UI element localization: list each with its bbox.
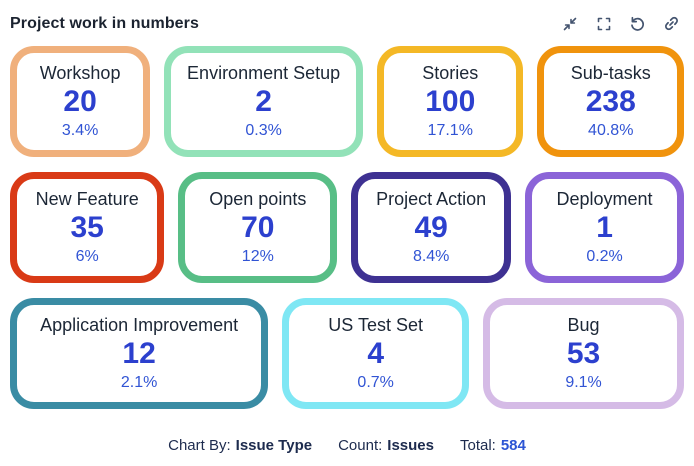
card-label: New Feature bbox=[35, 189, 139, 210]
issue-type-card[interactable]: Open points 70 12% bbox=[178, 172, 338, 283]
gadget-header: Project work in numbers bbox=[0, 0, 694, 44]
header-toolbar bbox=[561, 15, 680, 32]
footer-chart-by: Chart By: Issue Type bbox=[168, 437, 312, 454]
card-label: Workshop bbox=[39, 63, 121, 84]
issue-type-card[interactable]: Stories 100 17.1% bbox=[376, 46, 524, 157]
card-value: 238 bbox=[585, 85, 636, 118]
collapse-icon[interactable] bbox=[561, 15, 578, 32]
total-value: 584 bbox=[500, 437, 526, 454]
card-label: Deployment bbox=[556, 189, 653, 210]
cards-row-3: Application Improvement 12 2.1% US Test … bbox=[10, 298, 685, 409]
card-percent: 0.3% bbox=[245, 121, 282, 139]
fullscreen-icon[interactable] bbox=[595, 15, 612, 32]
card-percent: 0.2% bbox=[586, 247, 623, 265]
cards-grid: Workshop 20 3.4% Environment Setup 2 0.3… bbox=[0, 44, 694, 435]
cards-row-2: New Feature 35 6% Open points 70 12% Pro… bbox=[10, 172, 684, 283]
issue-type-card[interactable]: Workshop 20 3.4% bbox=[10, 46, 151, 157]
card-value: 4 bbox=[367, 337, 384, 370]
card-label: Sub-tasks bbox=[570, 63, 651, 84]
card-value: 1 bbox=[596, 211, 613, 244]
page-title: Project work in numbers bbox=[10, 14, 200, 32]
issue-type-card[interactable]: US Test Set 4 0.7% bbox=[282, 298, 470, 409]
card-value: 70 bbox=[241, 211, 275, 244]
card-percent: 3.4% bbox=[61, 121, 99, 139]
card-label: Bug bbox=[567, 315, 600, 336]
chart-footer: Chart By: Issue Type Count: Issues Total… bbox=[0, 435, 694, 466]
card-label: US Test Set bbox=[328, 315, 424, 336]
footer-total: Total: 584 bbox=[460, 437, 526, 454]
card-percent: 17.1% bbox=[427, 121, 473, 139]
refresh-icon[interactable] bbox=[629, 15, 646, 32]
card-percent: 40.8% bbox=[588, 121, 634, 139]
card-value: 49 bbox=[414, 211, 448, 244]
card-label: Application Improvement bbox=[40, 315, 239, 336]
card-value: 2 bbox=[255, 85, 272, 118]
cards-row-1: Workshop 20 3.4% Environment Setup 2 0.3… bbox=[10, 46, 684, 157]
card-value: 20 bbox=[63, 85, 97, 118]
total-label: Total: bbox=[459, 437, 496, 454]
link-icon[interactable] bbox=[663, 15, 680, 32]
card-percent: 8.4% bbox=[412, 247, 450, 265]
card-label: Environment Setup bbox=[187, 63, 341, 84]
card-value: 35 bbox=[70, 211, 104, 244]
count-value: Issues bbox=[387, 437, 434, 454]
issue-type-card[interactable]: Deployment 1 0.2% bbox=[525, 172, 684, 283]
card-label: Stories bbox=[422, 63, 479, 84]
footer-count: Count: Issues bbox=[338, 437, 434, 454]
card-percent: 0.7% bbox=[357, 373, 394, 391]
issue-type-card[interactable]: Environment Setup 2 0.3% bbox=[164, 46, 363, 157]
chart-by-label: Chart By: bbox=[168, 437, 231, 454]
card-value: 100 bbox=[425, 85, 476, 118]
card-value: 53 bbox=[566, 337, 601, 370]
issue-type-card[interactable]: Sub-tasks 238 40.8% bbox=[537, 46, 684, 157]
card-label: Open points bbox=[209, 189, 307, 210]
card-percent: 12% bbox=[241, 247, 274, 265]
issue-type-card[interactable]: Application Improvement 12 2.1% bbox=[10, 298, 269, 409]
card-percent: 6% bbox=[75, 247, 99, 265]
issue-type-card[interactable]: New Feature 35 6% bbox=[10, 172, 165, 283]
issue-type-card[interactable]: Bug 53 9.1% bbox=[483, 298, 685, 409]
issue-type-card[interactable]: Project Action 49 8.4% bbox=[351, 172, 512, 283]
card-percent: 9.1% bbox=[565, 373, 602, 391]
card-label: Project Action bbox=[376, 189, 487, 210]
count-label: Count: bbox=[338, 437, 383, 454]
card-value: 12 bbox=[122, 337, 156, 370]
card-percent: 2.1% bbox=[120, 373, 158, 391]
chart-by-value: Issue Type bbox=[235, 437, 313, 454]
